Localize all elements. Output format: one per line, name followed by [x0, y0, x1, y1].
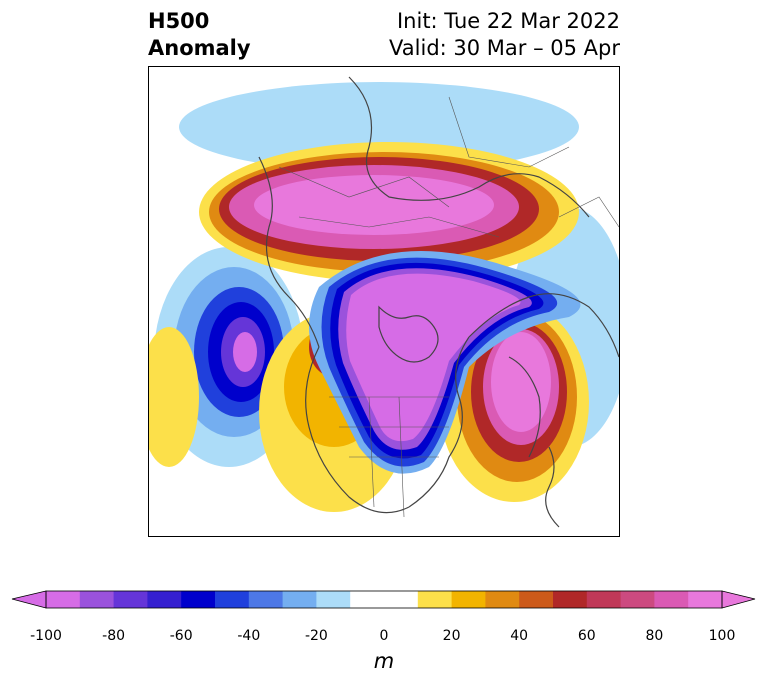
colorbar-segments [46, 591, 723, 608]
colorbar-segment [654, 591, 689, 608]
anomaly-contour-pacific-trough-100 [233, 332, 257, 372]
colorbar-segment [417, 591, 453, 608]
borders [278, 96, 619, 518]
colorbar [11, 590, 756, 609]
colorbar-segment [620, 591, 655, 608]
anomaly-contour-west-ridge [149, 327, 199, 467]
colorbar-tick-label: 0 [379, 628, 389, 644]
colorbar-low-arrow [11, 590, 47, 609]
colorbar-segment [215, 591, 250, 608]
colorbar-segment [553, 591, 588, 608]
colorbar-segment [46, 591, 81, 608]
colorbar-segment [519, 591, 554, 608]
map-canvas [149, 76, 619, 528]
colorbar-tick-label: 40 [510, 628, 529, 644]
valid-range: Valid: 30 Mar – 05 Apr [389, 36, 620, 60]
colorbar-segment [248, 591, 284, 608]
colorbar-border [45, 590, 723, 609]
init-date: Init: Tue 22 Mar 2022 [396, 9, 620, 33]
colorbar-segment [79, 591, 115, 608]
colorbar-segment [181, 591, 216, 608]
colorbar-tick-label: 20 [442, 628, 461, 644]
colorbar-tick-label: -100 [30, 628, 62, 644]
anomaly-contour-north-outer [179, 82, 579, 172]
colorbar-segment [451, 591, 486, 608]
colorbar-segment [485, 591, 520, 608]
colorbar-tick-label: -80 [102, 628, 126, 644]
colorbar-segment [316, 591, 351, 608]
colorbar-tick-label: 60 [577, 628, 596, 644]
colorbar-segment [384, 591, 419, 608]
coastlines [258, 76, 619, 528]
map-title: H500 Anomaly [148, 8, 251, 62]
date-info: Init: Tue 22 Mar 2022 Valid: 30 Mar – 05… [389, 8, 620, 62]
anomaly-map [148, 66, 620, 537]
anomaly-contour-siberia-ridge-100 [254, 175, 494, 235]
colorbar-segment [586, 591, 622, 608]
colorbar-segment [350, 591, 385, 608]
colorbar-segment [688, 591, 723, 608]
anomaly-contour-atlantic-ridge-100 [491, 332, 551, 432]
title-subtitle: Anomaly [148, 36, 251, 60]
colorbar-segment [147, 591, 182, 608]
colorbar-tick-label: -60 [169, 628, 193, 644]
colorbar-segment [282, 591, 317, 608]
colorbar-high-arrow [721, 590, 756, 609]
colorbar-tick-label: -20 [304, 628, 328, 644]
colorbar-tick-label: -40 [237, 628, 261, 644]
colorbar-segment [113, 591, 148, 608]
colorbar-tick-label: 80 [645, 628, 664, 644]
title-variable: H500 [148, 9, 210, 33]
colorbar-tick-label: 100 [708, 628, 736, 644]
colorbar-unit: m [373, 649, 395, 673]
